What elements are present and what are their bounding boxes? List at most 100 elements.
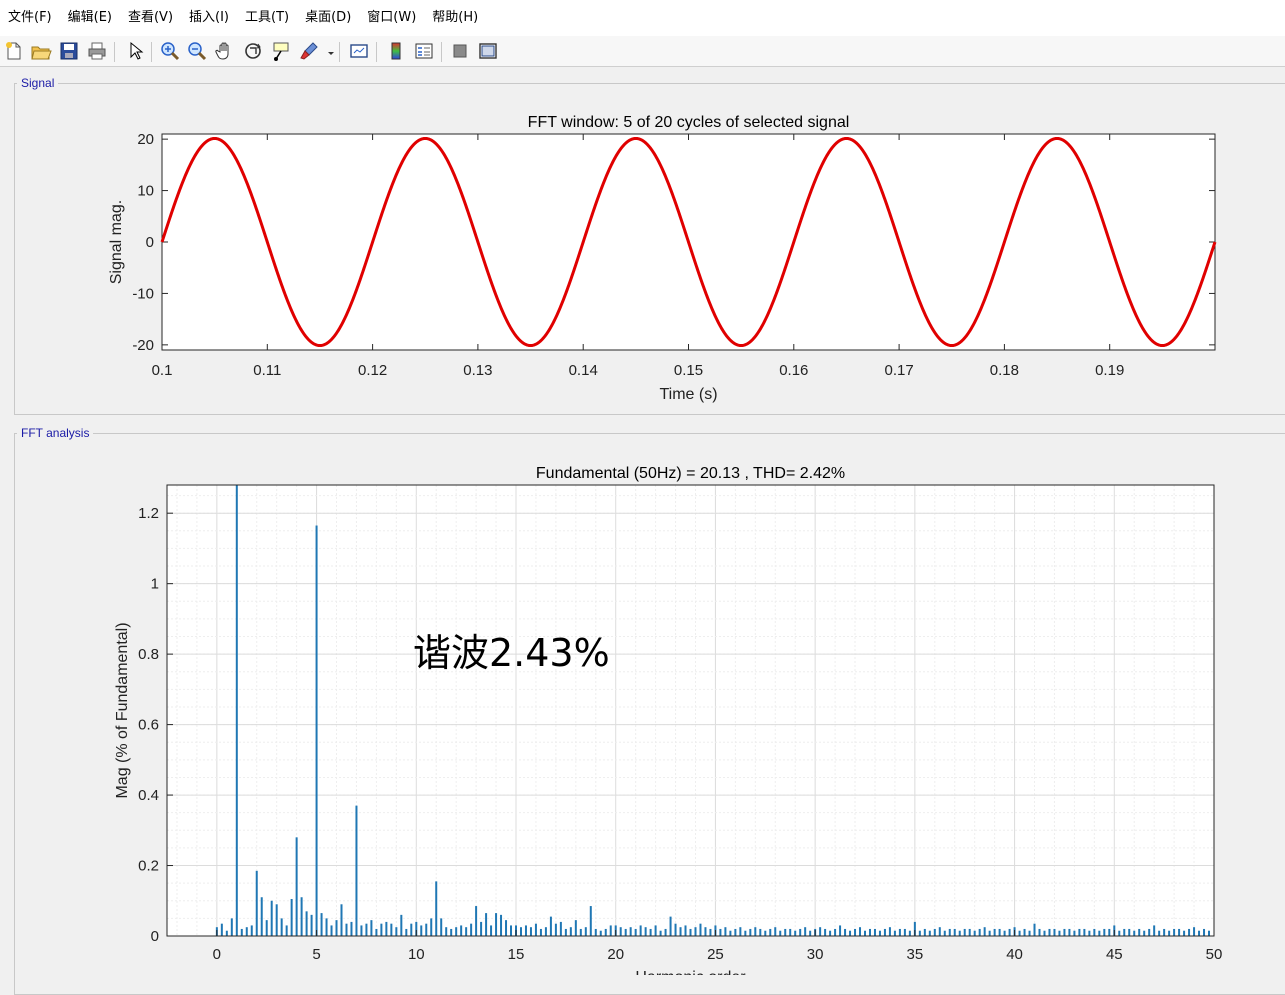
menu-help[interactable]: 帮助(H) [432,10,479,25]
zoom-out-icon[interactable] [186,40,208,62]
fft-bar [1008,928,1011,936]
fft-bar [470,923,473,936]
brush-dropdown-icon[interactable] [320,40,334,62]
fft-bar [385,921,388,936]
fft-bar [500,914,503,936]
menu-tools[interactable]: 工具(T) [245,10,290,25]
fft-bar [913,921,916,936]
fft-bar [878,930,881,936]
legend-icon[interactable] [413,40,435,62]
fft-bar [764,930,767,936]
show-plot-tools-icon[interactable] [477,40,499,62]
fft-bar [659,930,662,936]
fft-bar [235,485,238,936]
menu-insert[interactable]: 插入(I) [189,10,230,25]
fft-bar [594,928,597,936]
fft-bar [769,928,772,936]
fft-bar [754,927,757,936]
fft-bar [1003,930,1006,936]
fft-bar [1168,930,1171,936]
menu-file[interactable]: 文件(F) [8,10,52,25]
fft-bar [1188,928,1191,936]
fft-bar [220,923,223,936]
signal-x-tick-label: 0.11 [253,362,281,379]
fft-bar [719,928,722,936]
fft-bar [574,920,577,936]
fft-bar [400,914,403,936]
rotate-3d-icon[interactable] [242,40,264,62]
fft-bar [584,927,587,936]
fft-bar [943,930,946,936]
fft-axes-background [167,485,1214,936]
fft-bar [844,928,847,936]
fft-bar [1018,930,1021,936]
fft-plot[interactable]: 0 5 10 15 20 25 30 35 40 45 50 0 0.2 0.4 0.6 0.8 1 1.2 Fun… [114,465,1222,975]
fft-bar [1158,930,1161,936]
fft-bar [1198,930,1201,936]
fft-bar [734,928,737,936]
fft-bar [1063,928,1066,936]
signal-x-tick-label: 0.19 [1095,362,1124,379]
fft-bar [953,928,956,936]
fft-bar [375,928,378,936]
fft-bar [794,930,797,936]
link-plot-icon[interactable] [348,40,370,62]
new-file-icon[interactable] [3,40,25,62]
open-file-icon[interactable] [30,40,52,62]
menu-edit[interactable]: 编辑(E) [67,10,112,25]
fft-bar [544,927,547,936]
fft-x-tick-label: 35 [907,946,924,963]
menu-window[interactable]: 窗口(W) [367,10,417,25]
signal-y-tick-label: -10 [132,285,154,302]
zoom-in-icon[interactable] [159,40,181,62]
fft-bar [420,925,423,936]
fft-bar [649,928,652,936]
fft-bar [973,930,976,936]
fft-bar [539,928,542,936]
fft-bar [888,927,891,936]
hide-plot-tools-icon[interactable] [449,40,471,62]
fft-bar [804,927,807,936]
fft-bar [230,918,233,936]
signal-plot[interactable]: 0.1 0.11 0.12 0.13 0.14 0.15 0.16 0.17 0.18 0.19 -… [108,114,1217,403]
menu-view[interactable]: 查看(V) [127,10,174,25]
save-icon[interactable] [58,40,80,62]
fft-bar [315,525,318,936]
fft-bar [240,928,243,936]
fft-bar [624,928,627,936]
signal-y-axis-label: Signal mag. [108,200,125,285]
fft-y-tick-label: 1 [151,576,159,593]
fft-x-tick-label: 30 [807,946,824,963]
brush-icon[interactable] [298,40,320,62]
fft-bar [789,928,792,936]
data-cursor-icon[interactable] [270,40,292,62]
menu-desktop[interactable]: 桌面(D) [305,10,352,25]
fft-bar [609,925,612,936]
fft-bar [465,927,468,936]
fft-bar [534,923,537,936]
fft-bar [1108,928,1111,936]
fft-bar [1078,928,1081,936]
fft-bar [325,918,328,936]
fft-bar [430,918,433,936]
fft-bar [968,928,971,936]
fft-bar [1123,928,1126,936]
colorbar-icon[interactable] [385,40,407,62]
fft-bar [485,913,488,936]
fft-bar [893,930,896,936]
fft-bar [355,805,358,936]
fft-bar [1068,928,1071,936]
fft-bar [819,927,822,936]
signal-x-tick-label: 0.12 [358,362,387,379]
fft-x-tick-label: 0 [213,946,221,963]
fft-bar [744,930,747,936]
print-icon[interactable] [86,40,108,62]
fft-bar [809,930,812,936]
fft-bar [1203,928,1206,936]
fft-bar [265,920,268,936]
fft-bar [903,928,906,936]
pan-icon[interactable] [214,40,236,62]
pointer-icon[interactable] [124,40,146,62]
fft-bar [679,927,682,936]
fft-bar [873,928,876,936]
